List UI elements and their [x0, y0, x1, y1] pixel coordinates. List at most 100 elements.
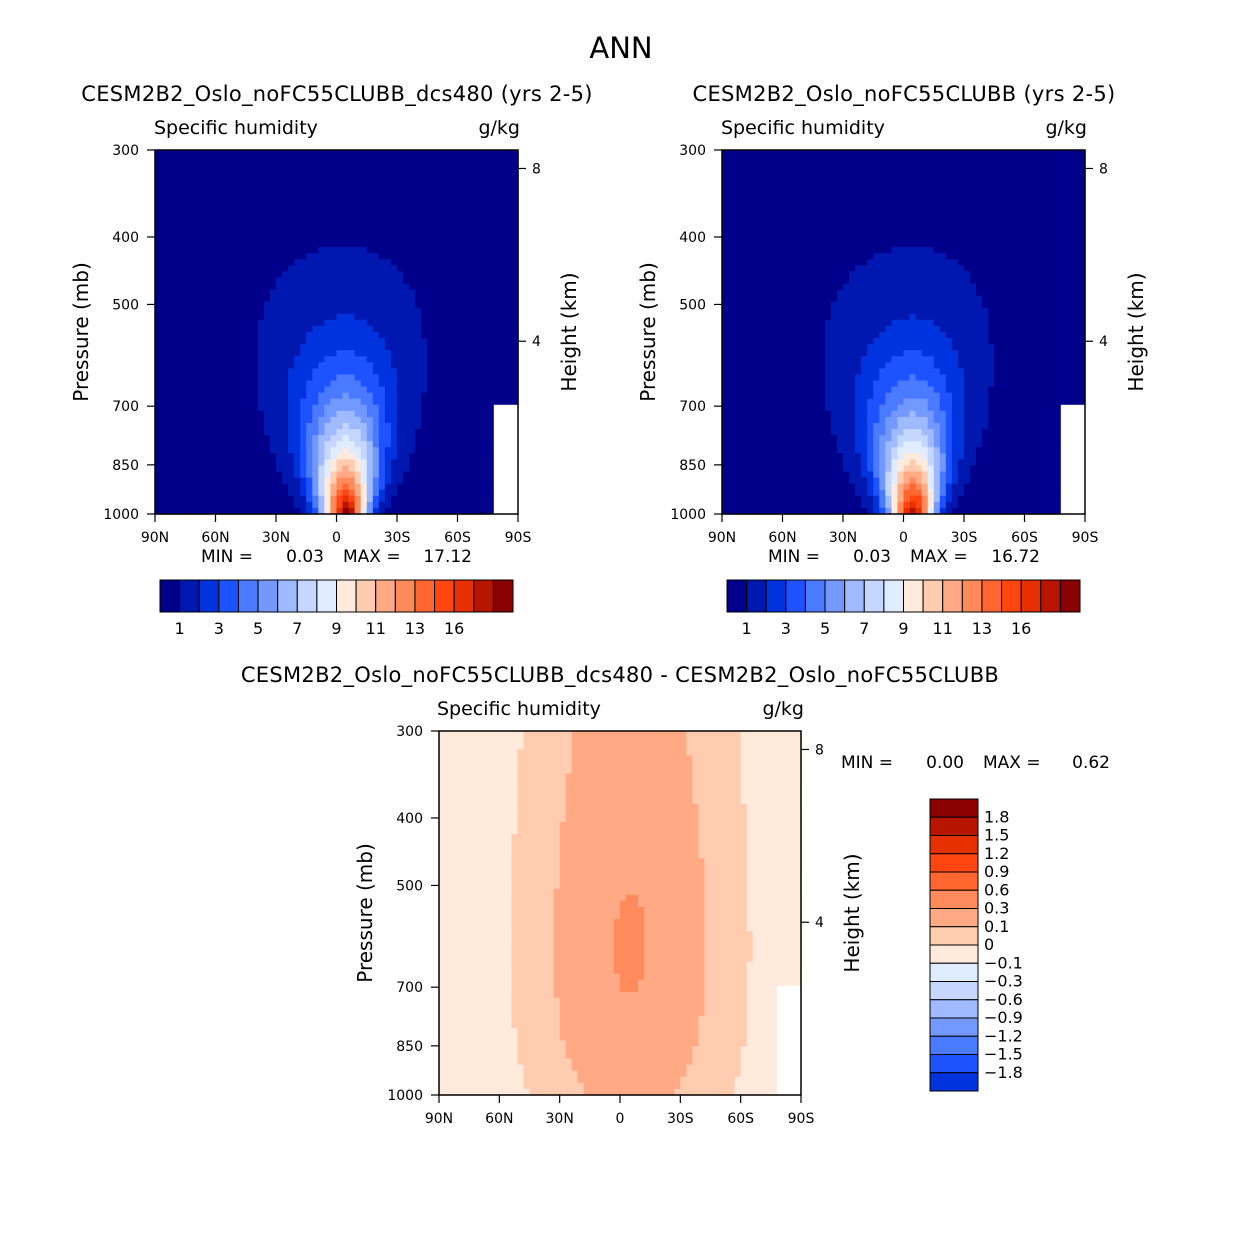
contour-cell: [403, 435, 410, 442]
contour-cell: [488, 465, 495, 472]
contour-cell: [403, 484, 410, 491]
contour-cell: [891, 217, 898, 224]
contour-cell: [916, 156, 923, 163]
contour-cell: [300, 459, 307, 466]
contour-cell: [500, 320, 507, 327]
contour-cell: [173, 320, 180, 327]
contour-cell: [891, 235, 898, 242]
contour-cell: [1025, 247, 1032, 254]
contour-cell: [1043, 205, 1050, 212]
contour-cell: [361, 229, 368, 236]
contour-cell: [173, 308, 180, 315]
contour-cell: [506, 186, 513, 193]
contour-cell: [246, 290, 253, 297]
contour-cell: [482, 447, 489, 454]
contour-cell: [482, 423, 489, 430]
contour-cell: [288, 168, 295, 175]
contour-cell: [488, 496, 495, 503]
contour-cell: [361, 326, 368, 333]
contour-cell: [764, 241, 771, 248]
contour-cell: [216, 465, 223, 472]
contour-cell: [988, 271, 995, 278]
contour-cell: [312, 186, 319, 193]
contour-cell: [361, 417, 368, 424]
contour-cell: [494, 180, 501, 187]
colorbar-label: 7: [292, 619, 302, 638]
contour-cell: [789, 259, 796, 266]
contour-cell: [494, 459, 501, 466]
contour-cell: [276, 350, 283, 357]
contour-cell: [222, 478, 229, 485]
contour-cell: [330, 417, 337, 424]
contour-cell: [770, 265, 777, 272]
contour-cell: [173, 344, 180, 351]
contour-cell: [155, 290, 162, 297]
contour-cell: [904, 223, 911, 230]
contour-cell: [216, 290, 223, 297]
contour-cell: [361, 308, 368, 315]
contour-cell: [482, 253, 489, 260]
contour-cell: [240, 362, 247, 369]
contour-cell: [1067, 247, 1074, 254]
contour-cell: [228, 186, 235, 193]
contour-cell: [488, 229, 495, 236]
contour-cell: [482, 393, 489, 400]
contour-cell: [813, 247, 820, 254]
contour-cell: [324, 459, 331, 466]
contour-cell: [367, 186, 374, 193]
contour-cell: [861, 199, 868, 206]
contour-cell: [1049, 229, 1056, 236]
contour-cell: [994, 186, 1001, 193]
contour-cell: [197, 174, 204, 181]
contour-cell: [500, 338, 507, 345]
contour-cell: [179, 381, 186, 388]
contour-cell: [458, 374, 465, 381]
contour-cell: [764, 229, 771, 236]
contour-cell: [379, 350, 386, 357]
contour-cell: [276, 441, 283, 448]
contour-cell: [910, 205, 917, 212]
contour-cell: [825, 174, 832, 181]
contour-cell: [306, 217, 313, 224]
contour-cell: [500, 271, 507, 278]
contour-cell: [795, 247, 802, 254]
contour-cell: [264, 192, 271, 199]
contour-cell: [246, 168, 253, 175]
contour-cell: [776, 229, 783, 236]
contour-cell: [330, 168, 337, 175]
contour-cell: [343, 205, 350, 212]
contour-cell: [203, 429, 210, 436]
contour-cell: [203, 490, 210, 497]
contour-cell: [409, 314, 416, 321]
contour-cell: [337, 502, 344, 509]
contour-cell: [470, 502, 477, 509]
contour-cell: [264, 223, 271, 230]
contour-cell: [783, 253, 790, 260]
contour-cell: [837, 217, 844, 224]
contour-cell: [276, 423, 283, 430]
contour-cell: [409, 472, 416, 479]
contour-cell: [337, 174, 344, 181]
contour-cell: [197, 223, 204, 230]
contour-cell: [482, 283, 489, 290]
contour-cell: [258, 344, 265, 351]
contour-cell: [445, 484, 452, 491]
contour-cell: [982, 259, 989, 266]
contour-cell: [807, 241, 814, 248]
contour-cell: [385, 478, 392, 485]
contour-cell: [373, 253, 380, 260]
contour-cell: [191, 296, 198, 303]
contour-cell: [216, 344, 223, 351]
contour-cell: [403, 217, 410, 224]
contour-cell: [506, 453, 513, 460]
contour-cell: [330, 283, 337, 290]
contour-cell: [494, 344, 501, 351]
contour-cell: [409, 223, 416, 230]
contour-cell: [258, 296, 265, 303]
contour-cell: [185, 399, 192, 406]
contour-cell: [1000, 229, 1007, 236]
contour-cell: [264, 387, 271, 394]
contour-cell: [270, 496, 277, 503]
contour-cell: [330, 162, 337, 169]
contour-cell: [506, 308, 513, 315]
